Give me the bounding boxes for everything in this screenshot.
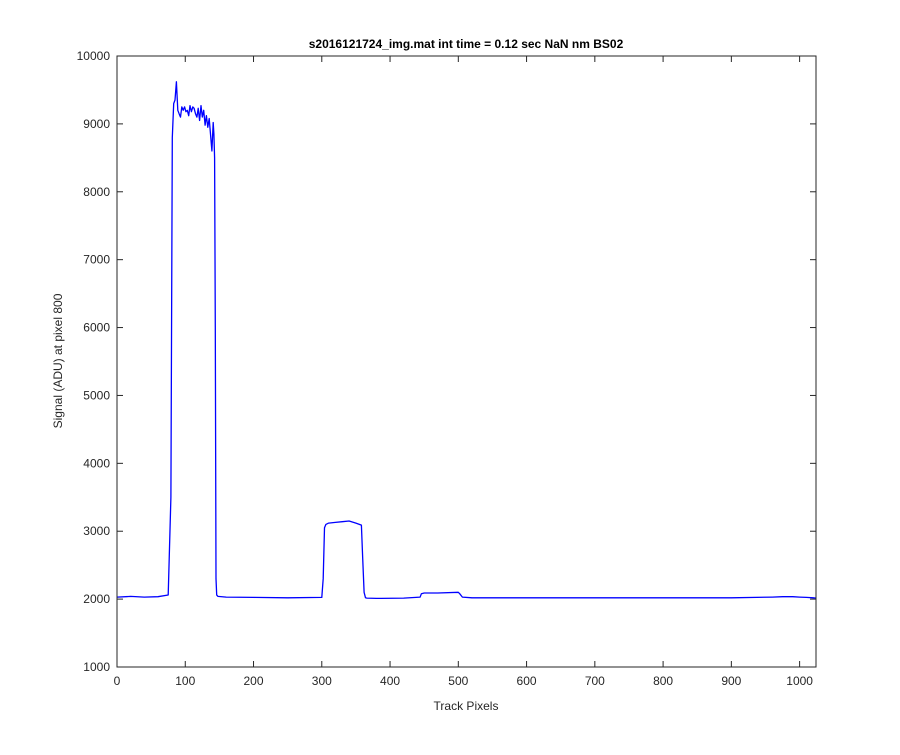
x-tick-label: 200: [244, 674, 264, 688]
x-tick-label: 300: [312, 674, 332, 688]
x-tick-label: 900: [721, 674, 741, 688]
x-tick-label: 100: [175, 674, 195, 688]
y-tick-label: 7000: [83, 253, 110, 267]
y-tick-label: 1000: [83, 660, 110, 674]
chart-title: s2016121724_img.mat int time = 0.12 sec …: [309, 37, 624, 51]
y-tick-label: 8000: [83, 185, 110, 199]
y-tick-label: 3000: [83, 524, 110, 538]
signal-series-line: [116, 81, 817, 600]
x-tick-label: 0: [114, 674, 121, 688]
y-tick-label: 5000: [83, 388, 110, 402]
y-tick-label: 6000: [83, 321, 110, 335]
axes-box: [116, 55, 817, 668]
x-tick-label: 400: [380, 674, 400, 688]
plot-area: [117, 56, 816, 667]
y-tick-label: 2000: [83, 592, 110, 606]
y-axis-label: Signal (ADU) at pixel 800: [51, 293, 65, 428]
x-tick-label: 600: [517, 674, 537, 688]
x-tick-label: 1000: [786, 674, 813, 688]
y-tick-label: 10000: [77, 49, 111, 63]
ticks-layer: 0 100 200 300 400 500 600 700 800 900 1000 1000 2000…: [77, 49, 816, 688]
x-axis-label: Track Pixels: [434, 699, 499, 713]
x-tick-label: 500: [448, 674, 468, 688]
x-tick-label: 700: [585, 674, 605, 688]
y-tick-label: 4000: [83, 456, 110, 470]
x-tick-label: 800: [653, 674, 673, 688]
y-tick-label: 9000: [83, 117, 110, 131]
series-layer: [116, 81, 817, 600]
